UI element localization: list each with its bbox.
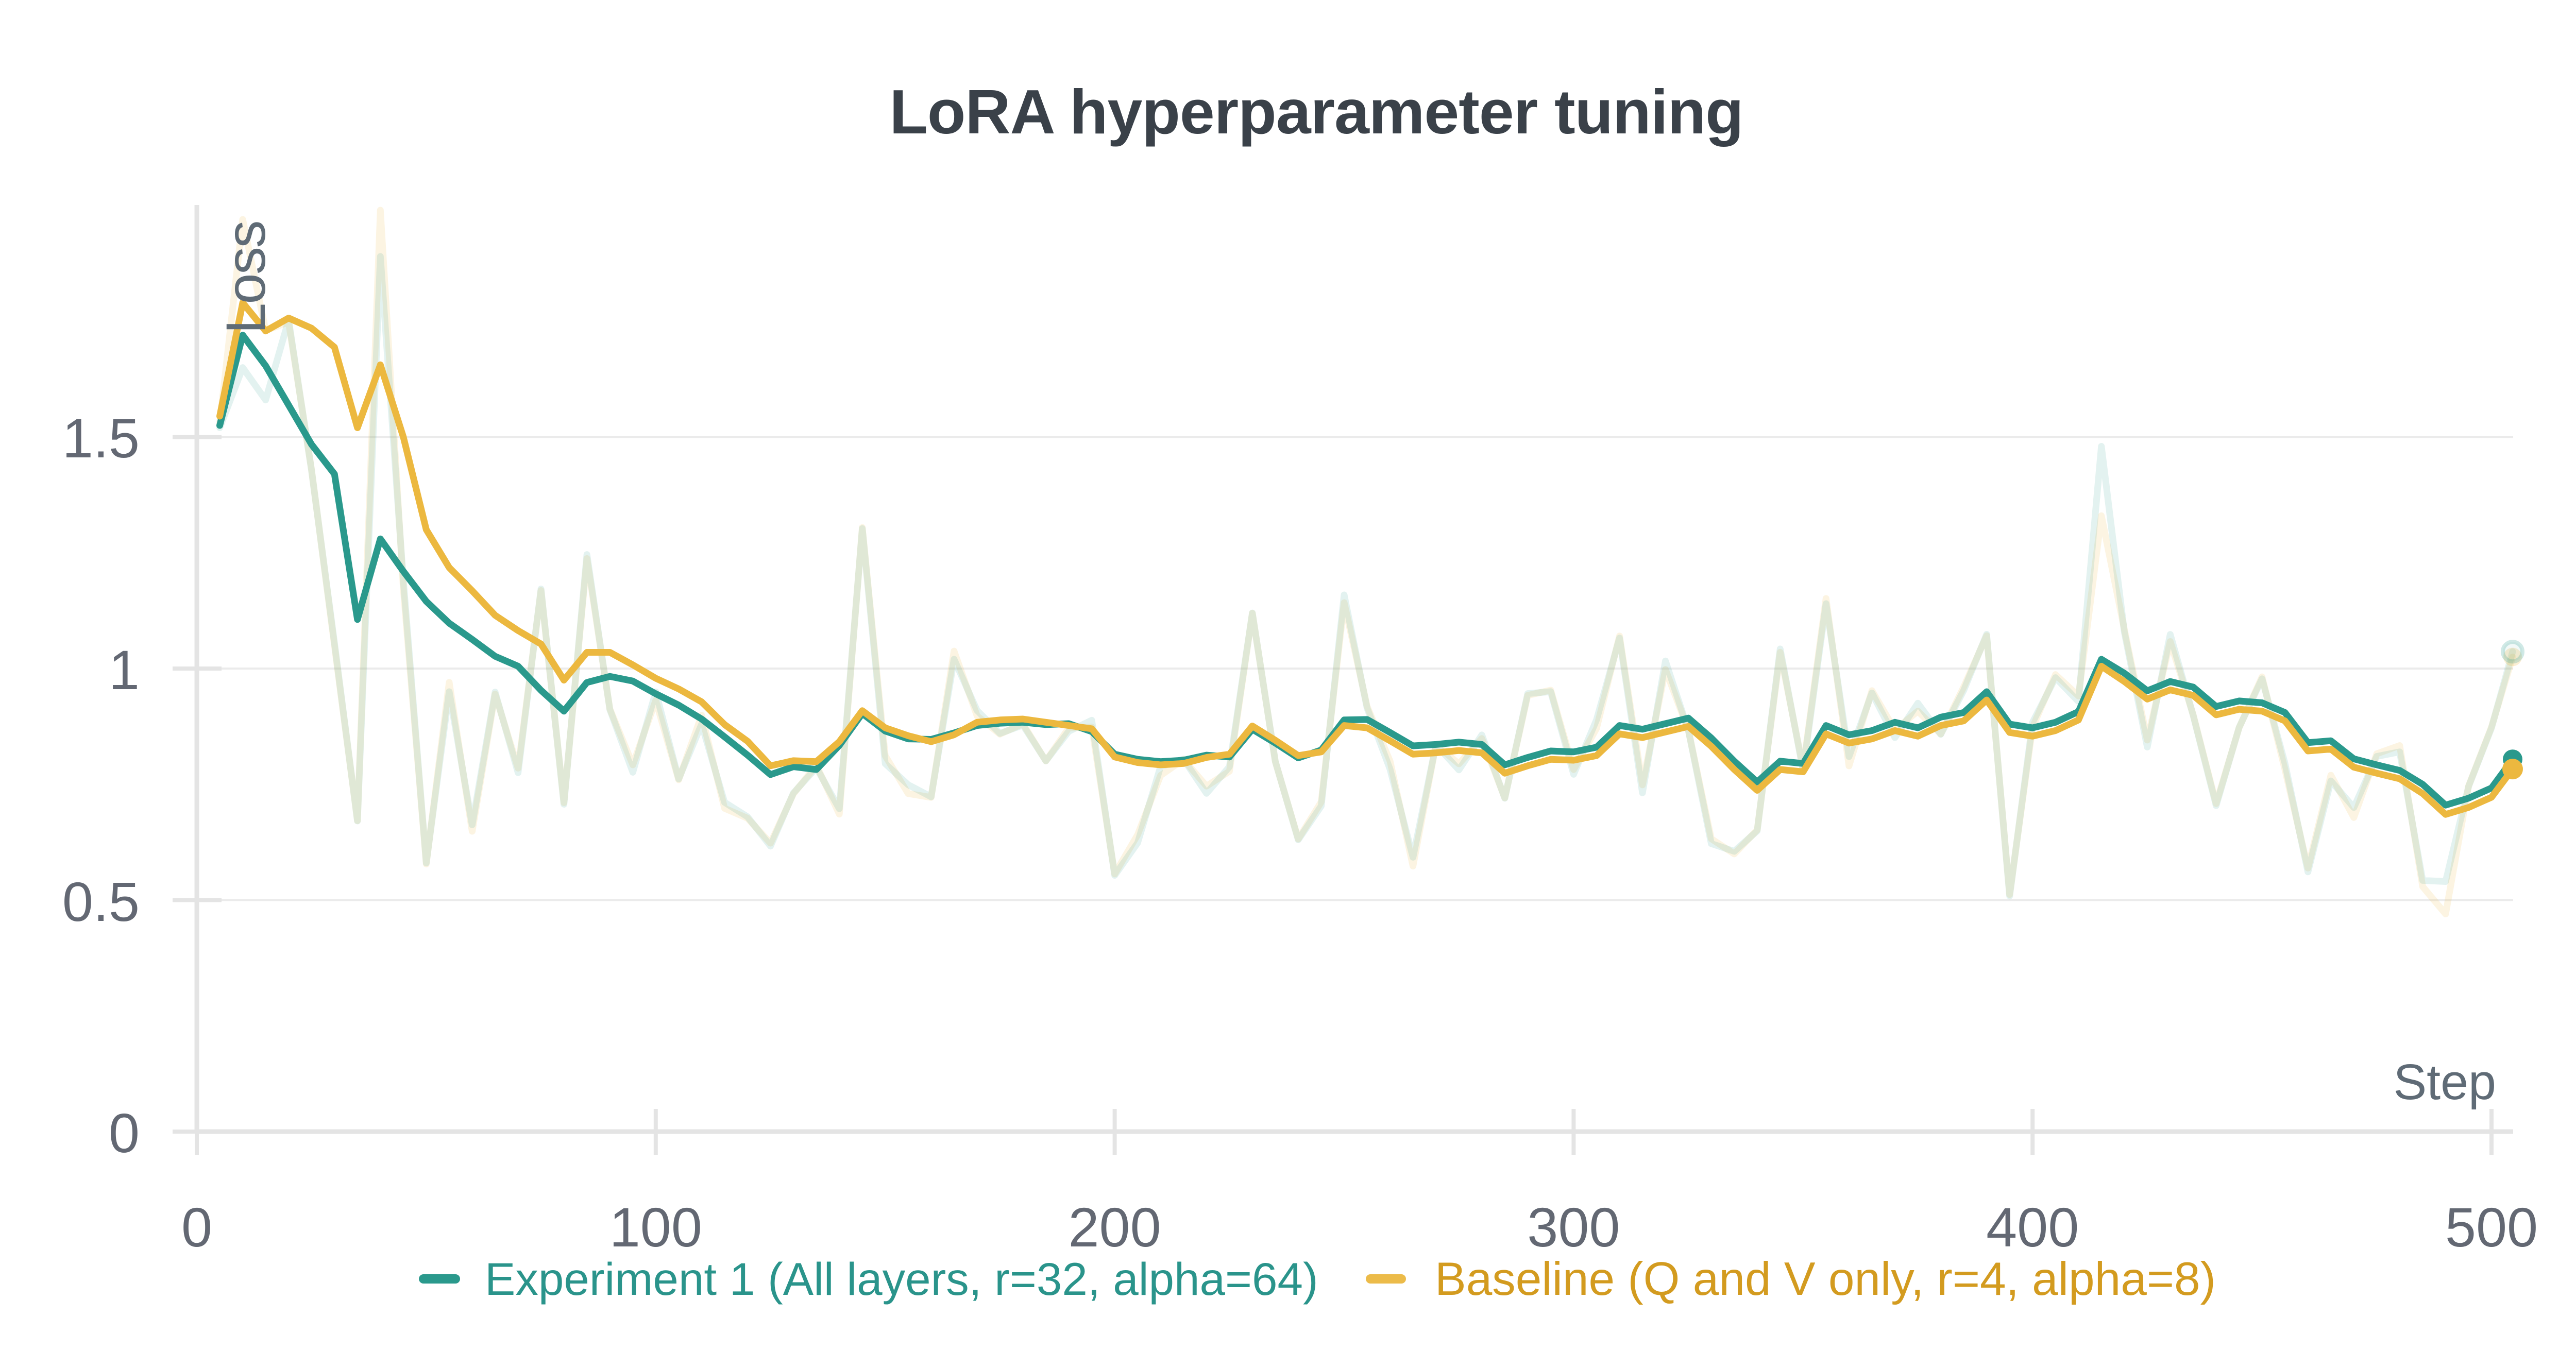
svg-text:200: 200 [1068, 1196, 1161, 1258]
svg-text:0.5: 0.5 [62, 870, 140, 933]
svg-text:Step: Step [2393, 1054, 2496, 1110]
svg-text:LoRA hyperparameter tuning: LoRA hyperparameter tuning [889, 77, 1743, 147]
svg-text:100: 100 [609, 1196, 702, 1258]
svg-text:1.5: 1.5 [62, 407, 140, 469]
svg-text:300: 300 [1527, 1196, 1620, 1258]
svg-text:0: 0 [181, 1196, 212, 1258]
svg-text:1: 1 [109, 639, 140, 701]
svg-text:500: 500 [2445, 1196, 2538, 1258]
svg-text:0: 0 [109, 1102, 140, 1164]
svg-text:400: 400 [1986, 1196, 2079, 1258]
svg-text:Baseline (Q and V only, r=4, a: Baseline (Q and V only, r=4, alpha=8) [1435, 1253, 2216, 1305]
svg-text:Experiment 1 (All layers, r=32: Experiment 1 (All layers, r=32, alpha=64… [485, 1253, 1318, 1305]
svg-text:Loss: Loss [214, 221, 277, 334]
